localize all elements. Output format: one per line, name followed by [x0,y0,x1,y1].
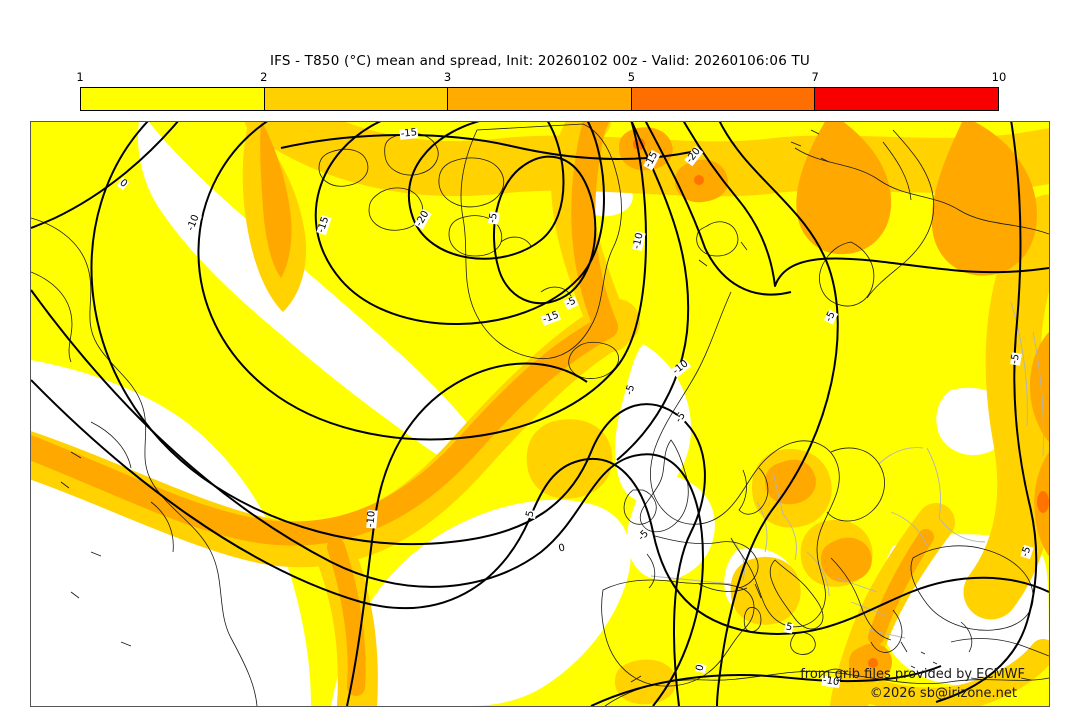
colorbar-tick: 5 [627,70,636,84]
colorbar-segment-2-3 [263,88,448,110]
colorbar-tick: 7 [811,70,819,84]
spread-fill-layer [31,122,1049,706]
colorbar-tick: 10 [991,70,1007,84]
colorbar-tick: 2 [260,70,268,84]
mean-contour-layer [31,122,1049,706]
contour-label: 0 [694,662,707,674]
map-frame: -15 -15 -15 -15 -20 -20 -10 -10 -10 -10 -10 -5 -5 -5-… [30,121,1050,707]
map-canvas [31,122,1049,706]
colorbar-segment-5-7 [630,88,815,110]
contour-label: -15 [399,127,419,140]
colorbar-tick: 3 [443,70,452,84]
contour-label: -10 [365,509,378,529]
colorbar-tick: 1 [76,70,84,84]
attribution-source: from grib files provided by ECMWF [800,667,1025,682]
colorbar-segment-7-10 [814,88,998,110]
colorbar-segment-3-5 [447,88,631,110]
contour-label: -5 [1009,352,1022,366]
colorbar-segment-1-2 [81,88,264,110]
contour-label: -5 [487,211,500,225]
borders-layer [650,301,1044,639]
contour-label: 0 [556,542,568,555]
contour-label: 5 [784,621,794,634]
contour-label: 5 [524,508,537,520]
spread-colorbar: 1 2 3 5 7 10 [76,70,1006,111]
coastlines-layer [31,123,1049,706]
colorbar-bar [80,87,999,111]
attribution-copyright: ©2026 sb@irizone.net [869,686,1017,701]
chart-title: IFS - T850 (°C) mean and spread, Init: 2… [269,53,811,69]
